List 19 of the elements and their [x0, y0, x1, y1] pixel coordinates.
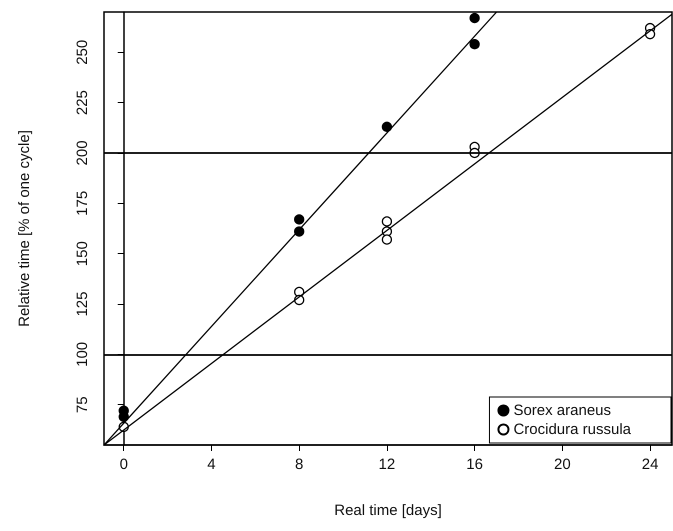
x-tick-label: 24 — [642, 456, 658, 473]
x-tick-label: 20 — [554, 456, 571, 473]
y-tick-label: 250 — [74, 40, 91, 65]
legend-label: Sorex araneus — [513, 402, 612, 419]
x-tick-label: 8 — [295, 456, 304, 473]
x-tick-label: 16 — [466, 456, 483, 473]
x-axis-title: Real time [days] — [334, 502, 442, 519]
x-tick-label: 0 — [120, 456, 128, 473]
y-tick-label: 125 — [74, 292, 91, 317]
y-tick-label: 100 — [74, 342, 91, 367]
y-axis-title: Relative time [% of one cycle] — [16, 130, 33, 327]
x-tick-label: 4 — [207, 456, 216, 473]
y-tick-label: 225 — [74, 90, 91, 116]
y-tick-label: 175 — [74, 190, 91, 216]
x-tick-label: 12 — [378, 456, 396, 473]
y-tick-label: 75 — [74, 396, 91, 414]
y-tick-label: 150 — [74, 241, 91, 266]
y-tick-label: 200 — [74, 140, 91, 166]
legend-label: Crocidura russula — [513, 421, 632, 438]
